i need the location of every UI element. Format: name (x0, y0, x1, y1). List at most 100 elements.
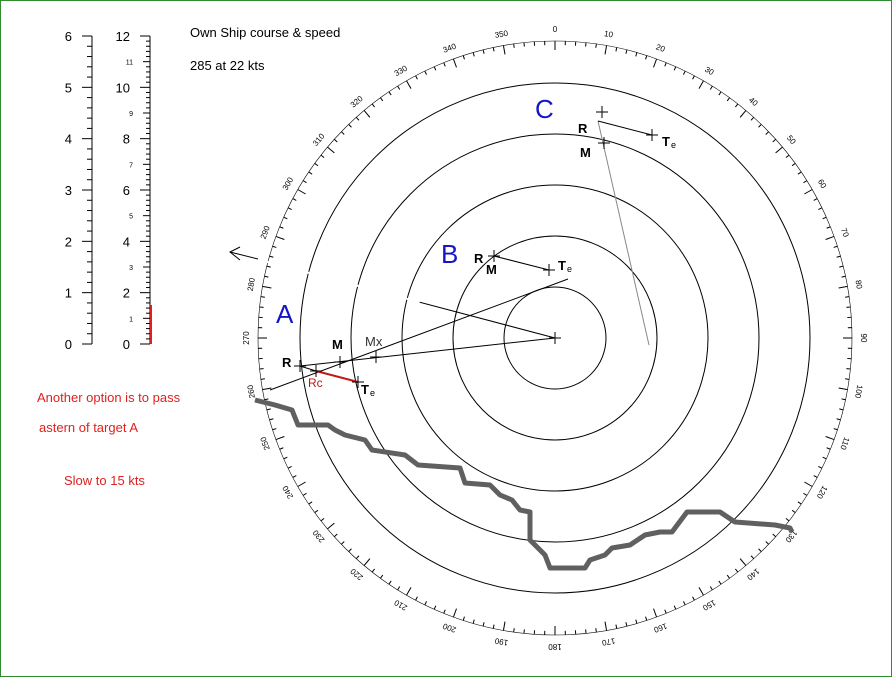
bearing-label: 210 (392, 598, 409, 613)
bearing-tick (424, 70, 428, 75)
bearing-tick (260, 296, 265, 298)
point-labels: R M Mx Rc T e R M T e R M T e (282, 121, 676, 398)
bearing-tick (341, 131, 345, 135)
bearing-tick (302, 180, 307, 184)
bearing-label: 170 (601, 636, 616, 647)
bearing-label: 250 (259, 435, 272, 451)
coastline (254, 397, 795, 571)
scale-right-minor-label: 1 (129, 316, 133, 323)
bearing-tick (822, 456, 827, 460)
bearing-tick (673, 66, 677, 71)
bearing-tick (718, 91, 722, 96)
bearing-tick (308, 171, 313, 175)
bearing-tick (388, 580, 392, 585)
bearing-tick (492, 624, 495, 629)
bearing-tick (797, 501, 802, 505)
bearing-label: 30 (703, 65, 716, 78)
bearing-tick (845, 378, 850, 380)
bearing-tick (615, 47, 618, 52)
bearing-label: 70 (839, 227, 851, 239)
bearing-tick (363, 558, 371, 566)
scale-right-minor-label: 3 (129, 265, 133, 272)
bearing-tick (818, 207, 823, 211)
scale-right-label: 2 (123, 286, 130, 301)
scale-left-label: 5 (65, 80, 72, 95)
bearing-tick (841, 398, 846, 401)
bearing-tick (750, 555, 755, 560)
bearing-tick (502, 621, 506, 631)
bearing-tick (698, 587, 704, 596)
bearing-tick (803, 492, 808, 496)
scale-right-minor-label: 5 (129, 214, 133, 221)
bearing-tick (772, 533, 777, 538)
target-c-vector (597, 120, 653, 136)
scale-left-label: 6 (65, 29, 72, 44)
target-a-te-label: T (361, 382, 369, 397)
bearing-tick (825, 436, 835, 441)
bearing-tick (327, 522, 335, 530)
bearing-tick (750, 116, 755, 121)
bearing-tick (406, 587, 412, 596)
range-ring-4 (350, 133, 760, 543)
bearing-label: 160 (652, 621, 668, 634)
bearing-tick (287, 207, 292, 211)
bearing-label: 280 (246, 277, 257, 292)
bearing-scale (257, 40, 853, 636)
bearing-label: 40 (747, 95, 760, 108)
bearing-tick (275, 436, 285, 441)
bearing-tick (406, 80, 412, 89)
bearing-tick (838, 285, 848, 289)
bearing-tick (314, 163, 319, 167)
bearing-tick (653, 608, 658, 618)
scale-right-minor-label: 11 (126, 60, 133, 67)
bearing-tick (645, 616, 648, 621)
note-line-2: astern of target A (39, 420, 139, 435)
bearing-tick (462, 55, 465, 60)
bearing-tick (775, 146, 783, 154)
bearing-tick (452, 608, 457, 618)
bearing-tick (472, 619, 475, 624)
heading-arrow-icon (229, 246, 241, 261)
target-b-r-label: R (474, 251, 484, 266)
bearing-tick (718, 580, 722, 585)
scale-right-minor-label: 9 (129, 111, 133, 118)
bearing-tick (397, 85, 401, 90)
bearing-tick (272, 245, 277, 248)
bearing-tick (772, 138, 777, 143)
target-a-r-label: R (282, 355, 292, 370)
bearing-label: 240 (280, 484, 295, 501)
bearing-tick (682, 601, 686, 606)
bearing-tick (502, 45, 506, 55)
bearing-tick (264, 275, 269, 278)
bearing-tick (785, 517, 790, 522)
bearing-tick (653, 58, 658, 68)
target-a-rc-vector (315, 370, 359, 383)
bearing-tick (726, 97, 730, 102)
bearing-tick (320, 517, 325, 522)
range-rings (299, 82, 811, 594)
bearing-tick (604, 621, 608, 631)
own-ship-title: Own Ship course & speed (190, 25, 341, 40)
range-ring-3 (401, 184, 709, 492)
scale-right-label: 4 (123, 234, 130, 249)
bearing-tick (734, 568, 739, 573)
target-a-m-label: M (332, 337, 343, 352)
note-line-3: Slow to 15 kts (64, 473, 145, 488)
bearing-tick (266, 265, 271, 268)
bearing-tick (734, 103, 739, 108)
bearing-tick (635, 52, 638, 57)
bearing-tick (513, 43, 515, 48)
bearing-label: 50 (785, 133, 798, 146)
bearing-tick (482, 622, 485, 627)
bearing-tick (264, 398, 269, 401)
bearing-tick (388, 91, 392, 96)
bearing-label: 60 (816, 178, 829, 191)
note-line-1: Another option is to pass (37, 390, 181, 405)
bearing-label: 150 (701, 598, 718, 613)
bearing-tick (341, 541, 345, 545)
target-a-own-vector (299, 365, 317, 372)
bearing-tick (692, 596, 695, 601)
bearing-tick (297, 189, 306, 195)
bearing-tick (314, 509, 319, 513)
